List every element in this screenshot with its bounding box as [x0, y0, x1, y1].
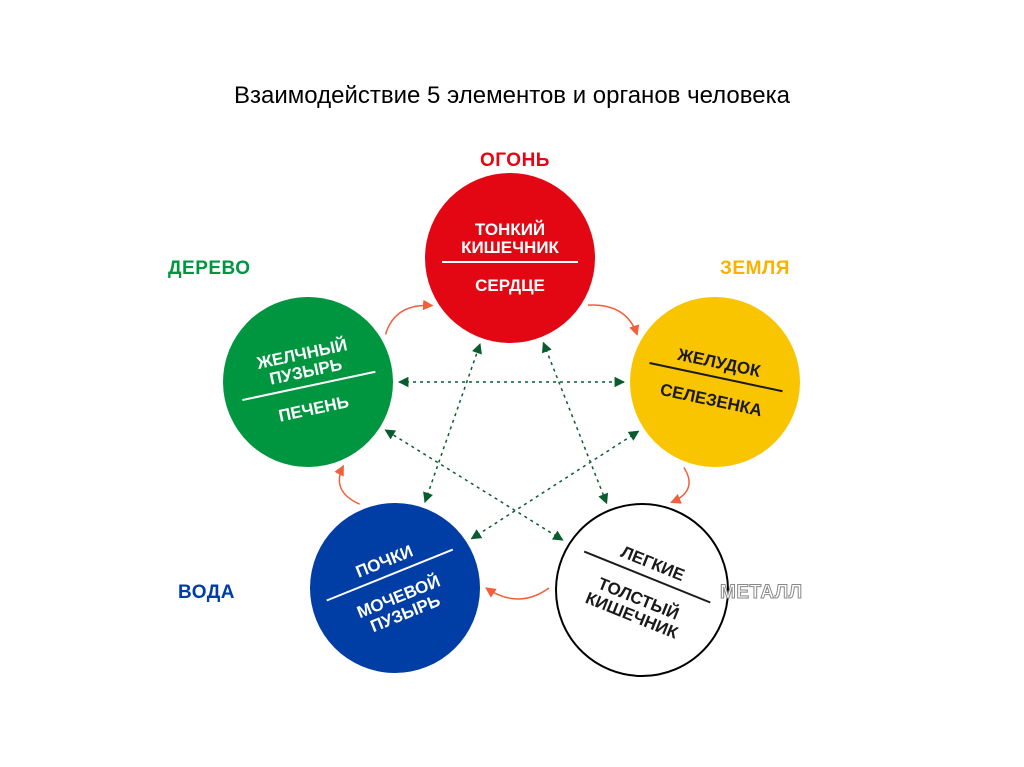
generation-arrow: [671, 468, 689, 503]
organ-lower: МОЧЕВОЙПУЗЫРЬ: [353, 569, 449, 639]
divider-line: [442, 261, 578, 263]
element-label-metal: МЕТАЛЛ: [720, 582, 803, 604]
five-elements-diagram: ТОНКИЙКИШЕЧНИКСЕРДЦЕЖЕЛУДОКСЕЛЕЗЕНКАЛЕГК…: [150, 150, 874, 710]
generation-arrow: [486, 588, 549, 599]
generation-arrow: [386, 305, 433, 334]
control-arrow: [543, 343, 606, 504]
element-circle-wood: ЖЕЛЧНЫЙПУЗЫРЬПЕЧЕНЬ: [207, 281, 409, 483]
page-title: Взаимодействие 5 элементов и органов чел…: [0, 82, 1024, 110]
generation-arrow: [588, 305, 637, 335]
element-circle-fire: ТОНКИЙКИШЕЧНИК СЕРДЦЕ: [425, 173, 595, 343]
element-label-water: ВОДА: [178, 582, 235, 604]
organ-lower: ПЕЧЕНЬ: [276, 389, 350, 425]
element-circle-earth: ЖЕЛУДОКСЕЛЕЗЕНКА: [614, 281, 816, 483]
organ-upper: ТОНКИЙКИШЕЧНИК: [461, 221, 559, 257]
generation-arrow: [339, 466, 359, 504]
element-circle-water: ПОЧКИМОЧЕВОЙПУЗЫРЬ: [284, 477, 505, 698]
organ-upper: ЖЕЛЧНЫЙПУЗЫРЬ: [255, 337, 352, 391]
element-label-earth: ЗЕМЛЯ: [720, 258, 790, 280]
element-label-wood: ДЕРЕВО: [168, 258, 251, 280]
control-arrow: [425, 344, 480, 502]
element-label-fire: ОГОНЬ: [480, 150, 550, 172]
organ-lower: СЕРДЦЕ: [475, 273, 545, 295]
